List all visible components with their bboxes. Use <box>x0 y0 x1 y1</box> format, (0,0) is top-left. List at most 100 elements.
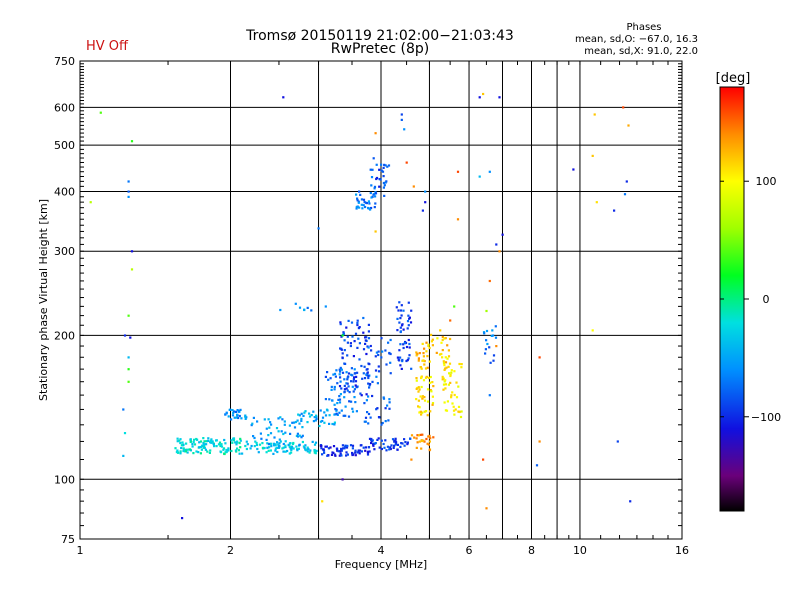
data-point <box>356 451 359 454</box>
data-point <box>538 440 541 443</box>
data-point <box>261 442 264 445</box>
data-point <box>452 409 456 412</box>
data-point <box>538 356 541 359</box>
data-point <box>416 434 419 437</box>
data-point <box>361 377 364 380</box>
data-point <box>176 449 179 452</box>
data-point <box>293 426 297 429</box>
data-point <box>366 371 369 374</box>
data-point <box>406 441 409 444</box>
x-tick-label: 10 <box>573 544 587 557</box>
data-point <box>423 347 426 350</box>
data-point <box>362 372 365 375</box>
data-point <box>382 397 386 400</box>
data-point <box>358 326 361 329</box>
data-point <box>491 329 494 332</box>
data-point <box>395 306 398 309</box>
data-point <box>127 180 130 183</box>
data-point <box>274 447 277 450</box>
data-point <box>369 208 372 211</box>
data-point <box>127 190 130 193</box>
data-point <box>328 398 331 401</box>
data-point <box>356 197 359 200</box>
data-point <box>277 446 281 449</box>
data-point <box>374 369 378 372</box>
data-point <box>444 387 447 390</box>
data-point <box>176 437 179 440</box>
y-tick-label: 300 <box>54 245 75 258</box>
data-point <box>208 451 211 454</box>
data-point <box>400 367 403 370</box>
data-points <box>89 92 632 520</box>
data-point <box>488 394 491 397</box>
data-point <box>322 448 325 451</box>
data-point <box>415 446 418 449</box>
data-point <box>358 206 361 209</box>
data-point <box>250 444 253 448</box>
data-point <box>353 368 356 371</box>
data-point <box>188 448 192 451</box>
data-point <box>298 422 301 425</box>
data-point <box>382 442 385 446</box>
data-point <box>478 175 481 178</box>
data-point <box>349 342 352 345</box>
data-point <box>333 423 336 426</box>
data-point <box>384 407 387 410</box>
data-point <box>286 449 289 453</box>
data-point <box>444 337 447 340</box>
data-point <box>335 408 338 412</box>
data-point <box>408 346 411 349</box>
data-point <box>202 444 205 447</box>
data-point <box>345 371 348 374</box>
data-point <box>212 443 215 446</box>
data-point <box>431 344 434 347</box>
data-point <box>421 359 424 362</box>
data-point <box>377 350 380 353</box>
data-point <box>289 445 292 448</box>
data-point <box>419 366 422 369</box>
data-point <box>369 344 372 348</box>
data-point <box>410 458 413 461</box>
data-point <box>245 440 248 443</box>
data-point <box>484 348 487 351</box>
data-point <box>460 366 463 369</box>
data-point <box>333 385 336 389</box>
data-point <box>296 432 299 435</box>
data-point <box>423 410 426 413</box>
data-point <box>385 449 388 452</box>
data-point <box>388 398 391 401</box>
data-point <box>368 202 371 205</box>
data-point <box>421 209 424 212</box>
data-point <box>361 207 364 210</box>
data-point <box>363 365 366 368</box>
data-point <box>334 454 337 457</box>
data-point <box>404 341 408 345</box>
data-point <box>123 334 127 337</box>
data-point <box>371 168 374 171</box>
gridlines <box>80 61 682 539</box>
data-point <box>358 342 361 345</box>
data-point <box>282 446 285 449</box>
data-point <box>399 317 402 320</box>
data-point <box>336 382 339 385</box>
data-point <box>441 356 444 359</box>
stats-o-mode: mean, sd,O: −67.0, 16.3 <box>575 34 698 45</box>
data-point <box>273 444 276 447</box>
data-point <box>364 416 368 419</box>
data-point <box>210 441 213 444</box>
data-point <box>498 250 501 253</box>
data-point <box>355 193 358 196</box>
data-point <box>350 400 353 403</box>
data-point <box>346 378 349 381</box>
data-point <box>381 421 384 425</box>
data-point <box>130 250 134 253</box>
data-point <box>203 440 206 443</box>
data-point <box>442 360 445 363</box>
data-point <box>225 412 228 415</box>
data-point <box>345 387 348 390</box>
data-point <box>123 432 127 435</box>
data-point <box>421 397 424 400</box>
data-point <box>396 329 399 332</box>
data-point <box>372 443 375 446</box>
data-point <box>443 380 446 383</box>
